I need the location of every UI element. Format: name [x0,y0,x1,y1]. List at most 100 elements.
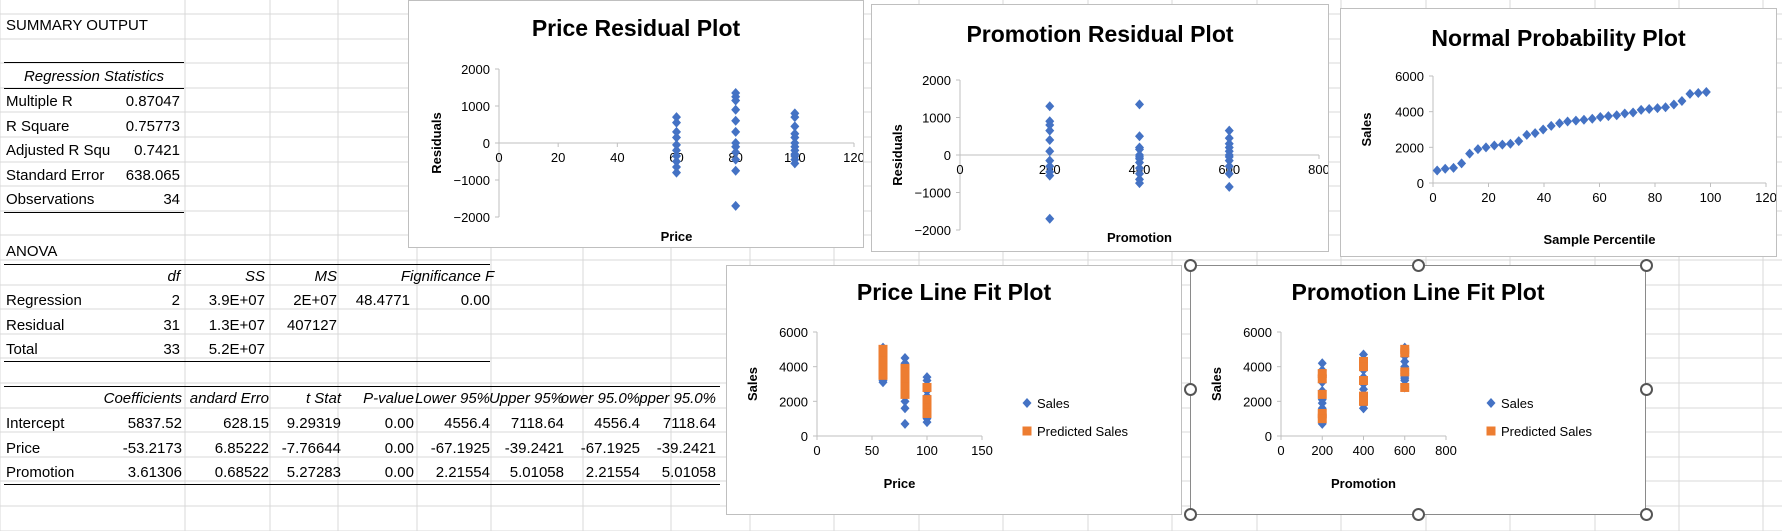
coef-cell[interactable]: 9.29319 [286,415,341,432]
anova-cell[interactable] [410,315,490,337]
coef-header[interactable]: pper 95.0% [639,390,716,407]
data-point[interactable] [672,145,681,156]
stat-value[interactable]: 0.7421 [134,142,180,160]
promotion-line-fit-chart[interactable]: Promotion Line Fit Plot 0 2000 4000 6000 0 20… [1190,265,1646,515]
data-point[interactable] [1486,398,1496,408]
coef-header[interactable]: t Stat [305,390,341,407]
data-point[interactable] [1677,95,1687,106]
anova-cell[interactable]: 2 [171,292,180,309]
anova-cell[interactable]: 48.4771 [355,292,410,309]
data-point[interactable] [1612,110,1622,121]
coef-cell[interactable]: -53.2173 [122,439,182,457]
data-point[interactable] [790,158,800,169]
coef-cell[interactable]: -7.76644 [281,439,341,457]
data-point[interactable] [1465,148,1475,159]
anova-header[interactable]: SS [244,268,265,285]
coef-cell[interactable]: 5.01058 [509,464,564,482]
data-point[interactable] [672,132,681,143]
data-point[interactable] [731,154,741,165]
coef-header[interactable]: ower 95.0% [560,390,640,407]
data-point[interactable] [1224,168,1234,179]
coef-cell[interactable]: 0.00 [384,464,414,482]
data-point[interactable] [1400,367,1410,377]
anova-title[interactable]: ANOVA [6,243,58,260]
data-point[interactable] [878,370,888,380]
coef-cell[interactable]: 4556.4 [444,415,490,432]
coef-row-label[interactable]: Promotion [6,464,75,482]
coef-cell[interactable]: -39.2421 [656,439,716,457]
coef-header[interactable]: Coefficients [103,390,182,407]
stat-label[interactable]: Multiple R [6,93,73,110]
stat-value[interactable]: 34 [163,191,180,209]
stat-label[interactable]: Observations [6,191,95,209]
coef-cell[interactable]: 7118.64 [510,415,564,432]
anova-cell[interactable]: 2E+07 [293,292,337,309]
data-point[interactable] [922,403,932,413]
data-point[interactable] [1652,103,1662,114]
data-point[interactable] [1045,161,1055,172]
coef-row-label[interactable]: Price [6,439,41,457]
data-point[interactable] [878,377,888,388]
anova-cell[interactable] [410,339,490,361]
data-point[interactable] [1505,138,1515,149]
data-point[interactable] [1473,144,1483,155]
data-point[interactable] [790,132,800,143]
data-point[interactable] [1514,136,1524,147]
data-point[interactable] [878,356,888,366]
data-point[interactable] [1224,133,1234,144]
data-point[interactable] [1045,135,1055,145]
data-point[interactable] [900,396,910,407]
data-point[interactable] [1636,104,1646,115]
data-point[interactable] [922,395,932,405]
coef-cell[interactable]: 2.21554 [435,464,490,482]
anova-row-label[interactable]: Residual [6,316,65,334]
data-point[interactable] [878,363,888,373]
data-point[interactable] [1045,155,1055,166]
data-point[interactable] [1045,120,1055,130]
anova-cell[interactable]: 407127 [286,316,337,334]
data-point[interactable] [922,417,932,428]
coef-row-label[interactable]: Intercept [6,415,65,432]
data-point[interactable] [1457,158,1467,169]
coef-cell[interactable]: 7118.64 [662,415,716,432]
data-point[interactable] [1620,108,1630,119]
data-point[interactable] [731,147,741,158]
anova-cell[interactable]: 31 [163,316,180,334]
summary-title[interactable]: SUMMARY OUTPUT [6,17,148,34]
data-point[interactable] [1045,170,1055,181]
data-point[interactable] [1486,426,1496,436]
data-point[interactable] [1045,125,1055,136]
data-point[interactable] [1481,142,1491,153]
data-point[interactable] [900,382,910,392]
coef-header[interactable]: P-value [363,390,414,407]
data-point[interactable] [1546,120,1556,131]
resize-handle-left[interactable] [1184,383,1197,396]
stat-label[interactable]: R Square [6,117,70,135]
data-point[interactable] [1497,139,1507,150]
data-point[interactable] [672,117,681,128]
coef-cell[interactable]: 4556.4 [594,415,640,432]
anova-header[interactable]: MS [314,268,338,285]
data-point[interactable] [1224,161,1234,172]
data-point[interactable] [1135,168,1144,179]
resize-handle-top[interactable] [1412,259,1425,272]
data-point[interactable] [1522,129,1532,140]
data-point[interactable] [1317,414,1327,424]
anova-cell[interactable] [330,339,410,361]
data-point[interactable] [1489,140,1499,151]
data-point[interactable] [1432,165,1442,176]
resize-handle-bottom-right[interactable] [1640,508,1653,521]
resize-handle-bottom[interactable] [1412,508,1425,521]
data-point[interactable] [1359,391,1368,401]
data-point[interactable] [672,167,681,178]
data-point[interactable] [1628,107,1638,118]
legend[interactable]: Sales Predicted Sales [1022,396,1129,439]
data-point[interactable] [1317,369,1327,379]
anova-cell[interactable]: 5.2E+07 [208,341,265,359]
data-point[interactable] [1135,144,1144,155]
data-point[interactable] [1587,113,1597,124]
data-point[interactable] [900,418,910,429]
coef-cell[interactable]: 0.00 [384,415,414,432]
anova-row-label[interactable]: Total [6,341,38,359]
data-point[interactable] [731,104,741,115]
